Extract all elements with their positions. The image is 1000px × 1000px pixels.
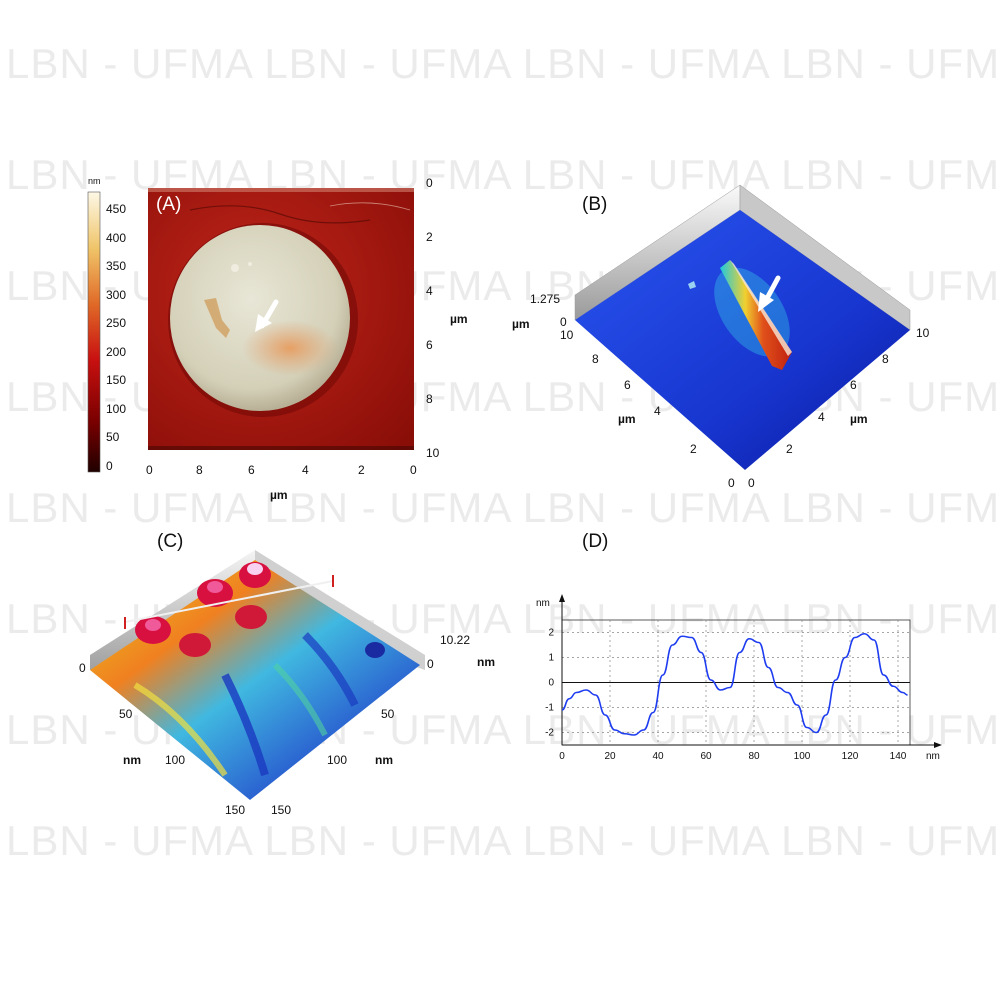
colorbar-tick: 100 bbox=[106, 401, 127, 416]
panel-c: (C) 10.22 0 nm 0 50 100 150 nm 50 100 150 nm bbox=[75, 525, 500, 830]
panel-c-right-tick: 150 bbox=[271, 803, 292, 817]
y-axis-arrow bbox=[559, 594, 565, 602]
panel-c-left-tick: 100 bbox=[165, 753, 186, 767]
surface bbox=[575, 210, 910, 470]
panel-c-right-tick: 50 bbox=[381, 707, 395, 721]
x-tick-label: 40 bbox=[652, 751, 664, 762]
panel-b-right-tick: 4 bbox=[818, 410, 825, 424]
panel-b-left-tick: 4 bbox=[654, 404, 661, 418]
panel-c-z-unit: nm bbox=[477, 655, 495, 669]
y-tick-label: -2 bbox=[545, 728, 554, 739]
arrow-icon bbox=[255, 299, 279, 332]
panel-a-bottom-tick: 0 bbox=[410, 463, 417, 477]
panel-b-zzero: 0 bbox=[560, 315, 567, 329]
panel-b-right-tick: 8 bbox=[882, 352, 889, 366]
panel-b: (B) 1.275 µm 0 10 8 6 4 2 0 µm 0 2 4 6 8 10 µm bbox=[512, 180, 970, 500]
x-tick-label: 20 bbox=[604, 751, 616, 762]
colorbar-tick: 200 bbox=[106, 344, 127, 359]
series-line bbox=[561, 632, 908, 736]
profile-line bbox=[124, 580, 334, 623]
colorbar-tick: 50 bbox=[106, 430, 120, 444]
hot-spot bbox=[242, 320, 338, 376]
panel-a-bottom-tick: 4 bbox=[302, 463, 309, 477]
panel-a-label: (A) bbox=[156, 194, 182, 215]
panel-c-left-tick: 0 bbox=[79, 661, 86, 675]
x-axis-label: nm bbox=[926, 751, 940, 762]
ridge bbox=[720, 260, 792, 370]
panel-b-label: (B) bbox=[582, 194, 608, 215]
y-axis-label: nm bbox=[536, 598, 550, 609]
x-tick-label: 80 bbox=[748, 751, 760, 762]
panel-a-right-tick: 4 bbox=[426, 284, 433, 298]
panel-a-bottom-tick: 2 bbox=[358, 463, 365, 477]
colorbar-tick: 450 bbox=[106, 202, 127, 216]
x-tick-label: 120 bbox=[842, 751, 859, 762]
line-chart: 0 20 40 60 80 100 120 140 -2 -1 0 1 2 nm nm bbox=[536, 594, 942, 762]
x-tick-label: 60 bbox=[700, 751, 712, 762]
panel-a-bottom-tick: 6 bbox=[248, 463, 255, 477]
panel-b-left-tick: 0 bbox=[728, 476, 735, 490]
panel-a-right-tick: 0 bbox=[426, 176, 433, 190]
surface bbox=[90, 560, 420, 800]
colorbar-tick: 150 bbox=[106, 373, 127, 387]
panel-c-right-tick: 100 bbox=[327, 753, 348, 767]
panel-c-zzero: 0 bbox=[427, 657, 434, 671]
panel-b-graphic bbox=[574, 184, 911, 470]
x-tick-label: 140 bbox=[890, 751, 907, 762]
y-tick-label: 2 bbox=[548, 628, 554, 639]
arrow-icon bbox=[758, 275, 781, 312]
panel-a-bottom-tick: 0 bbox=[146, 463, 153, 477]
colorbar-tick: 350 bbox=[106, 259, 127, 273]
colorbar-tick: 250 bbox=[106, 316, 127, 330]
panel-b-left-tick: 6 bbox=[624, 378, 631, 392]
panel-c-graphic bbox=[90, 550, 425, 800]
panel-b-right-tick: 2 bbox=[786, 442, 793, 456]
panel-b-z-unit: µm bbox=[512, 317, 530, 331]
panel-a-bottom-unit: µm bbox=[270, 488, 288, 502]
panel-c-left-tick: 50 bbox=[119, 707, 133, 721]
colorbar-unit: nm bbox=[88, 176, 101, 186]
y-tick-label: 0 bbox=[548, 678, 554, 689]
panel-a-right-tick: 10 bbox=[426, 446, 440, 460]
x-tick-label: 0 bbox=[559, 751, 565, 762]
panel-c-zmax: 10.22 bbox=[440, 633, 471, 647]
panel-c-right-unit: nm bbox=[375, 753, 393, 767]
panel-b-left-tick: 10 bbox=[560, 328, 574, 342]
panel-b-left-unit: µm bbox=[618, 412, 636, 426]
panel-a-right-tick: 6 bbox=[426, 338, 433, 352]
colorbar bbox=[87, 191, 101, 473]
panel-a-right-tick: 8 bbox=[426, 392, 433, 406]
panel-b-left-tick: 2 bbox=[690, 442, 697, 456]
panel-c-left-tick: 150 bbox=[225, 803, 246, 817]
watermark-row: LBN - UFMA LBN - UFMA LBN - UFMA LBN - U… bbox=[6, 817, 1000, 864]
colorbar-tick: 0 bbox=[106, 458, 113, 473]
panel-c-left-unit: nm bbox=[123, 753, 141, 767]
panel-a-right-tick: 2 bbox=[426, 230, 433, 244]
panel-a-right-unit: µm bbox=[450, 312, 468, 326]
panel-d: (D) 0 20 40 60 80 100 120 140 -2 -1 0 1 2 nm nm bbox=[520, 525, 990, 785]
x-axis-arrow bbox=[934, 742, 942, 748]
panel-b-right-tick: 10 bbox=[916, 326, 930, 340]
panel-c-label: (C) bbox=[157, 531, 184, 552]
y-tick-label: -1 bbox=[545, 703, 554, 714]
panel-b-right-tick: 0 bbox=[748, 476, 755, 490]
panel-b-left-tick: 8 bbox=[592, 352, 599, 366]
watermark-row: LBN - UFMA LBN - UFMA LBN - UFMA LBN - U… bbox=[6, 40, 1000, 87]
panel-a-graphic bbox=[87, 188, 414, 473]
colorbar-tick: 300 bbox=[106, 287, 127, 302]
panel-b-right-unit: µm bbox=[850, 412, 868, 426]
x-tick-label: 100 bbox=[794, 751, 811, 762]
watermark-row: LBN - UFMA LBN - UFMA LBN - UFMA LBN - U… bbox=[6, 484, 1000, 531]
panel-b-right-tick: 6 bbox=[850, 378, 857, 392]
panel-a-bottom-tick: 8 bbox=[196, 463, 203, 477]
colorbar-tick: 400 bbox=[106, 230, 127, 245]
panel-b-zmax: 1.275 bbox=[530, 292, 561, 306]
chart-title: (D) bbox=[582, 531, 609, 552]
y-tick-label: 1 bbox=[548, 653, 554, 664]
